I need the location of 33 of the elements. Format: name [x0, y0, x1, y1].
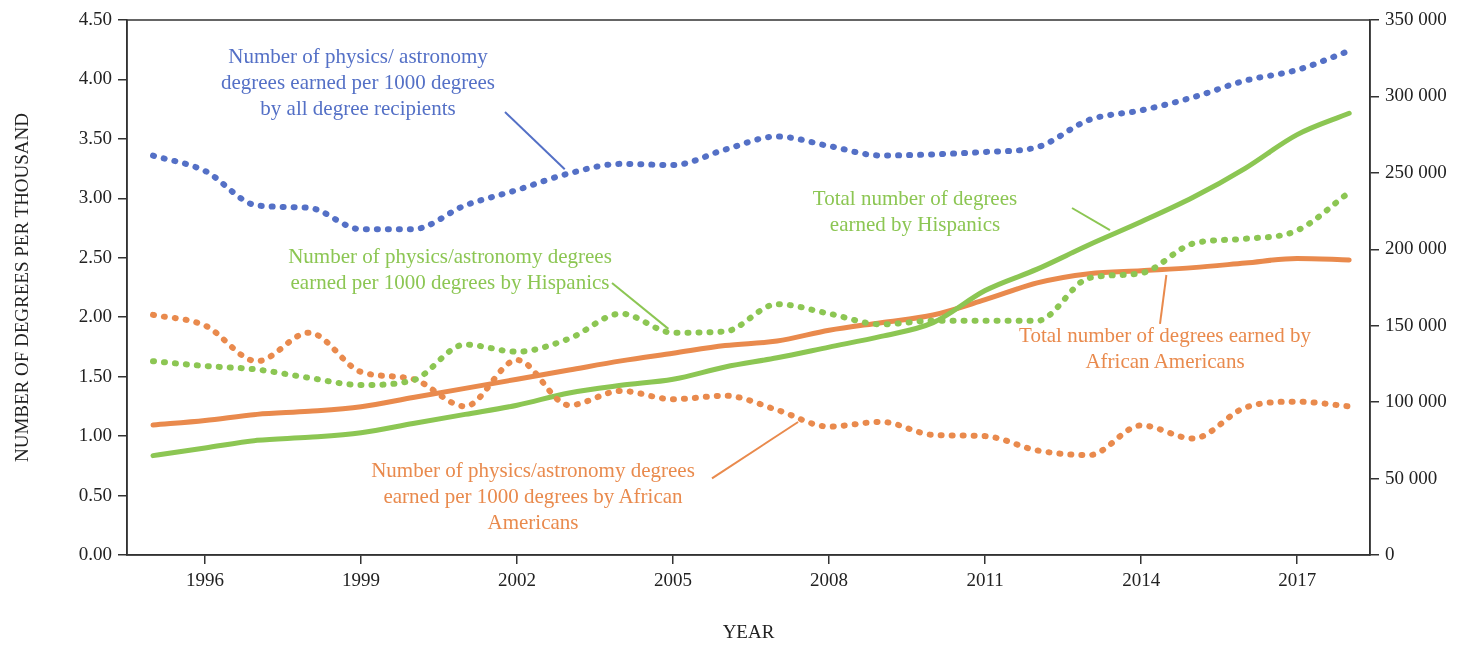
series-label: Total number of degrees earned by Hispanics — [811, 185, 1019, 237]
x-tick-label: 1999 — [342, 569, 381, 591]
y-tick-label: 2.50 — [78, 245, 112, 267]
x-tick-label: 2002 — [498, 569, 537, 591]
y-tick-label: 1.00 — [78, 424, 112, 446]
x-tick-label: 2014 — [1122, 569, 1161, 591]
y2-tick-label: 200 000 — [1385, 237, 1447, 259]
y-axis-title: NUMBER OF DEGREES PER THOUSAND — [11, 112, 33, 463]
text: Number of physics/ astronomy degrees earned per 1000 degrees by all degree recipients — [220, 43, 496, 121]
y2-tick-label: 250 000 — [1385, 160, 1447, 182]
legend-label: Total number of degrees earned by African Americans — [1018, 322, 1312, 374]
y2-tick-label: 100 000 — [1385, 390, 1447, 412]
y-tick-label: 0.00 — [78, 542, 112, 564]
y2-tick-label: 300 000 — [1385, 84, 1447, 106]
y-tick-label: 0.50 — [78, 483, 112, 505]
y2-tick-label: 50 000 — [1385, 466, 1438, 488]
x-tick-label: 2017 — [1278, 569, 1317, 591]
x-tick-label: 1996 — [186, 569, 225, 591]
x-tick-label: 2011 — [966, 569, 1004, 591]
y-tick-label: 4.50 — [78, 7, 112, 29]
y-tick-label: 1.50 — [78, 364, 112, 386]
y-tick-label: 2.00 — [78, 305, 112, 327]
y-tick-label: 4.00 — [78, 67, 112, 89]
text: Number of physics/astronomy degrees earned per 1000 degrees by African Americans — [370, 457, 696, 535]
y2-tick-label: 0 — [1385, 542, 1395, 564]
y2-tick-label: 150 000 — [1385, 313, 1447, 335]
series-label: Number of physics/astronomy degrees earned per 1000 degrees by Hispanics — [287, 243, 613, 295]
y-tick-label: 3.00 — [78, 186, 112, 208]
x-tick-label: 2005 — [654, 569, 693, 591]
x-axis-title: YEAR — [722, 620, 775, 642]
y-tick-label: 3.50 — [78, 126, 112, 148]
x-tick-label: 2008 — [810, 569, 849, 591]
y2-tick-label: 350 000 — [1385, 7, 1447, 29]
